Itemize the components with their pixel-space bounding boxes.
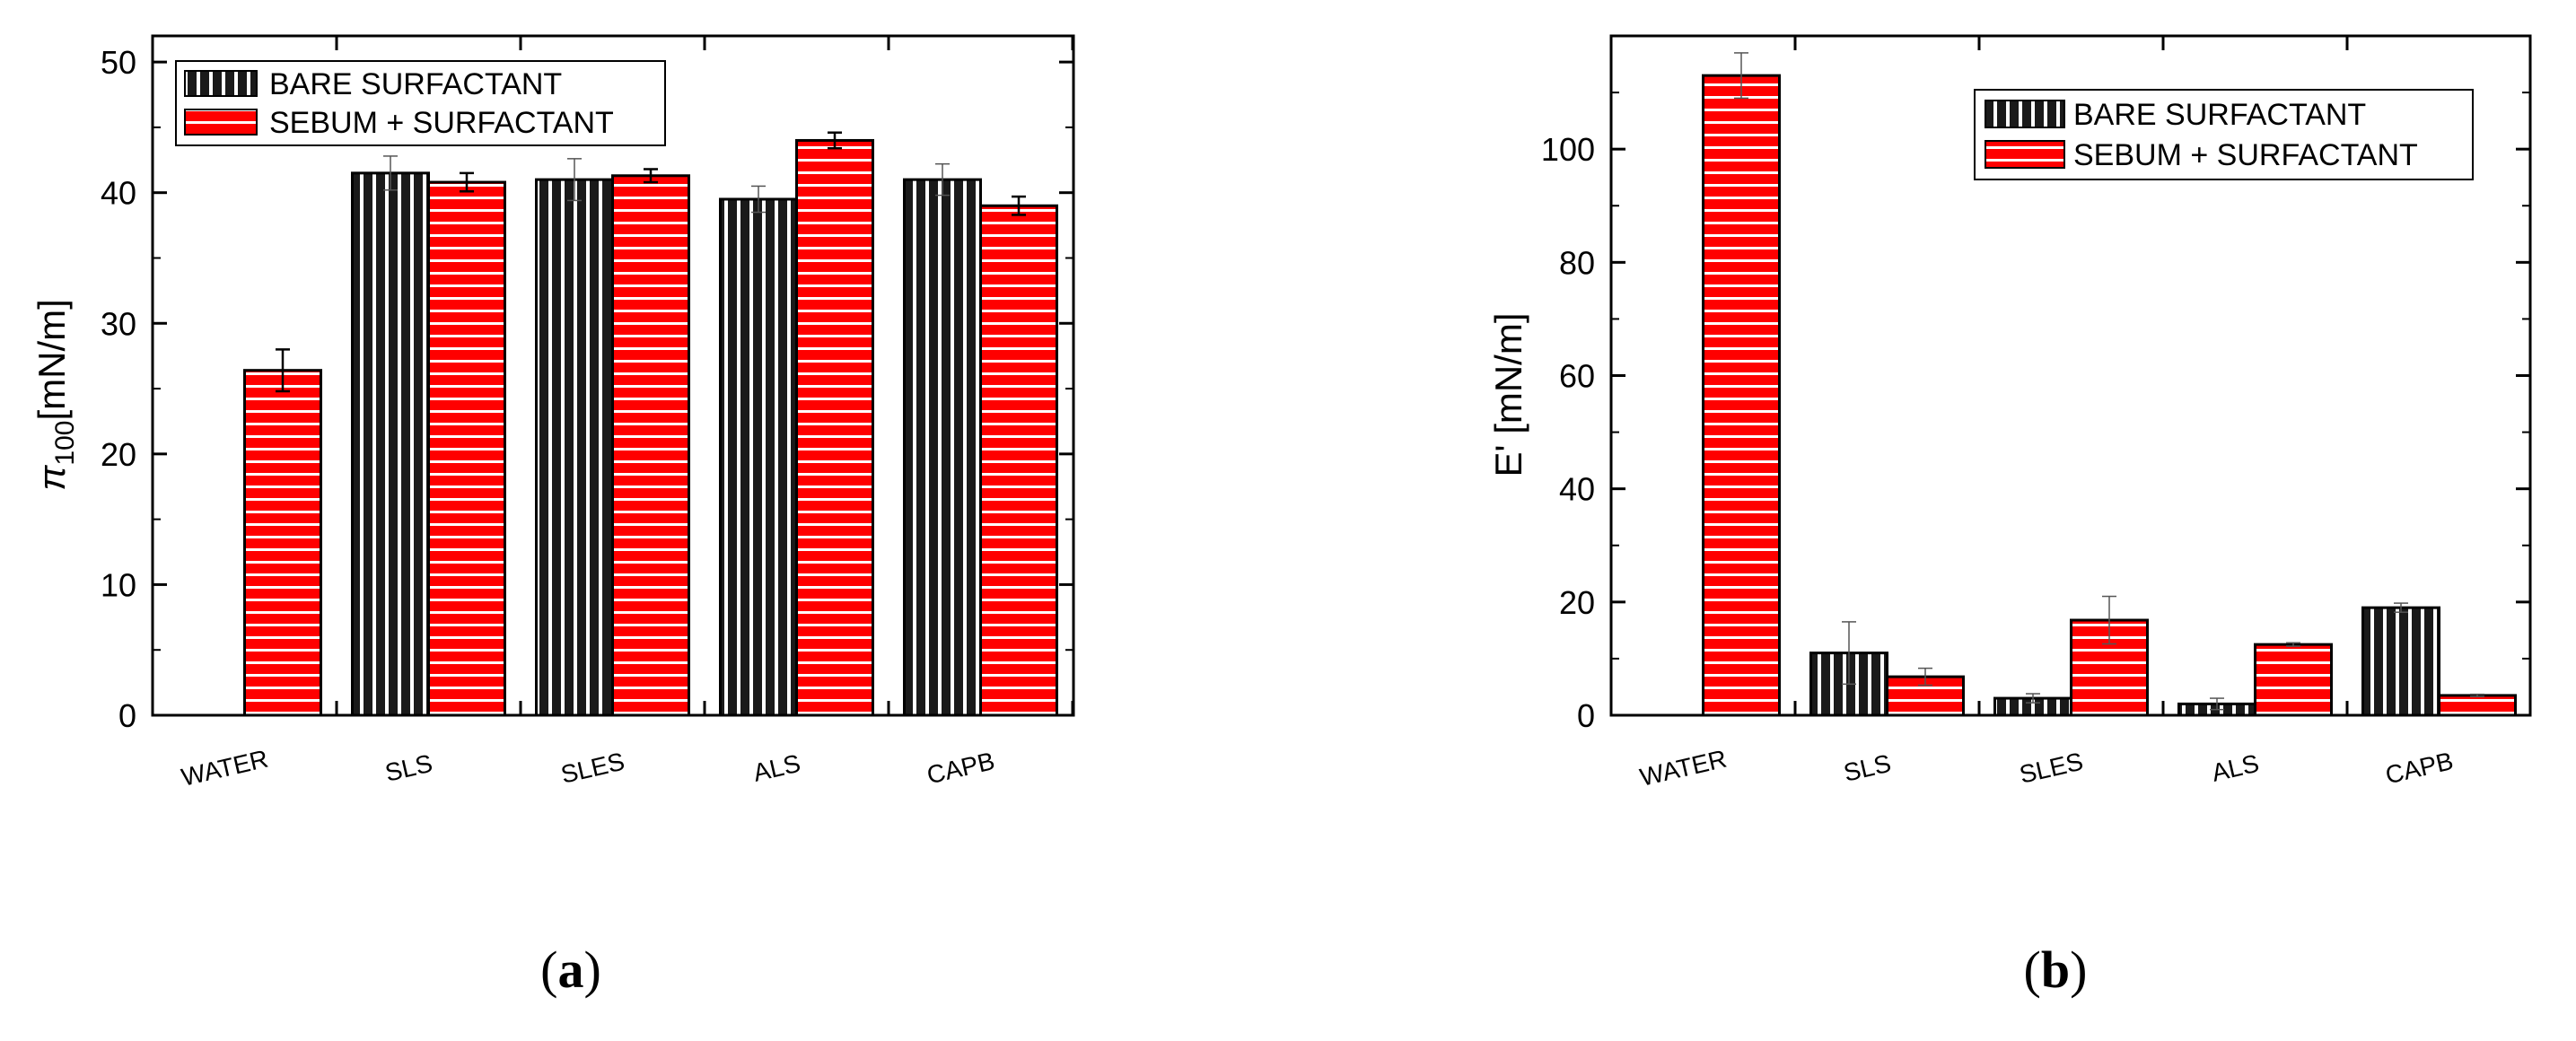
error-bar-bare-sls-a: [383, 155, 398, 191]
bar-bare-capb-a: [903, 178, 982, 717]
y-tick-label-b: 40: [1559, 471, 1595, 508]
x-tick-label-water-a: WATER: [179, 745, 270, 792]
legend-swatch-sebum-b: [1985, 140, 2065, 169]
bar-bare-sls-a: [351, 171, 430, 717]
legend-swatch-bare-b: [1985, 100, 2065, 128]
legend-a: BARE SURFACTANT SEBUM + SURFACTANT: [175, 60, 666, 146]
y-axis-label-b: E' [mN/m]: [1487, 312, 1529, 477]
bar-bare-als-a: [719, 197, 798, 717]
bar-sebum-sls-a: [427, 180, 506, 717]
error-bar-sebum-water-a: [276, 348, 290, 393]
error-bar-sebum-als-b: [2286, 642, 2300, 647]
x-tick-label-capb-a: CAPB: [924, 747, 997, 789]
error-bar-bare-capb-b: [2394, 602, 2408, 613]
y-tick-label-a: 10: [101, 566, 136, 603]
bar-sebum-capb-b: [2438, 694, 2517, 717]
y-axis-label-a: π100[mN/m]: [31, 299, 80, 491]
y-tick-label-b: 100: [1541, 131, 1595, 168]
y-tick-label-b: 80: [1559, 244, 1595, 281]
error-bar-sebum-sls-b: [1918, 667, 1932, 687]
error-bar-bare-als-a: [751, 185, 766, 214]
legend-label-bare-b: BARE SURFACTANT: [2073, 98, 2366, 132]
error-bar-bare-sles-b: [2026, 693, 2040, 704]
x-tick-label-sles-a: SLES: [558, 748, 627, 789]
y-tick-label-b: 60: [1559, 358, 1595, 395]
error-bar-sebum-als-a: [828, 131, 842, 150]
y-tick-label-b: 0: [1577, 697, 1595, 734]
panel-label-b: (b): [2024, 940, 2088, 999]
y-tick-label-b: 20: [1559, 584, 1595, 621]
bar-sebum-sles-a: [611, 174, 690, 717]
error-bar-sebum-capb-a: [1012, 195, 1026, 216]
panel-label-a: (a): [540, 940, 601, 999]
x-tick-label-als-a: ALS: [750, 749, 803, 787]
bar-sebum-water-a: [243, 369, 322, 717]
x-tick-label-sles-b: SLES: [2017, 748, 2086, 789]
legend-label-sebum-b: SEBUM + SURFACTANT: [2073, 138, 2418, 172]
x-tick-label-sls-a: SLS: [382, 749, 435, 787]
y-tick-label-a: 40: [101, 175, 136, 212]
bar-sebum-water-b: [1702, 74, 1781, 717]
bar-bare-capb-b: [2361, 606, 2440, 717]
error-bar-bare-sls-b: [1842, 621, 1856, 686]
x-tick-label-als-b: ALS: [2209, 749, 2262, 787]
error-bar-sebum-water-b: [1734, 52, 1748, 100]
error-bar-bare-sles-a: [567, 158, 582, 202]
error-bar-sebum-capb-b: [2470, 693, 2484, 697]
error-bar-bare-capb-a: [935, 162, 950, 197]
bar-sebum-als-b: [2254, 643, 2333, 717]
legend-label-sebum-a: SEBUM + SURFACTANT: [269, 106, 614, 140]
x-tick-label-capb-b: CAPB: [2383, 747, 2456, 789]
error-bar-sebum-sles-a: [644, 168, 658, 184]
error-bar-sebum-sles-b: [2102, 595, 2116, 645]
bar-sebum-capb-a: [979, 204, 1058, 717]
bar-bare-sles-a: [535, 178, 614, 717]
y-tick-label-a: 50: [101, 44, 136, 81]
chart-a: 0 10 20 30 40 50 WATER SLS SLES ALS CAPB π100[mN/m…: [31, 34, 1075, 999]
chart-b: 0 20 40 60 80 100 WATER SLS SLES ALS CAPB E' [mN/m…: [1487, 34, 2532, 999]
y-tick-label-a: 20: [101, 436, 136, 473]
error-bar-bare-als-b: [2210, 697, 2224, 711]
legend-swatch-bare-a: [184, 70, 258, 97]
bar-sebum-als-a: [795, 138, 874, 717]
error-bar-sebum-sls-a: [460, 171, 474, 193]
y-tick-label-a: 0: [118, 697, 136, 734]
legend-label-bare-a: BARE SURFACTANT: [269, 67, 562, 101]
x-tick-label-water-b: WATER: [1637, 745, 1729, 792]
legend-swatch-sebum-a: [184, 109, 258, 136]
y-tick-label-a: 30: [101, 305, 136, 342]
legend-b: BARE SURFACTANT SEBUM + SURFACTANT: [1974, 89, 2474, 180]
x-tick-label-sls-b: SLS: [1841, 749, 1894, 787]
plot-area-a: 0 10 20 30 40 50 WATER SLS SLES ALS CAPB: [101, 34, 1075, 792]
